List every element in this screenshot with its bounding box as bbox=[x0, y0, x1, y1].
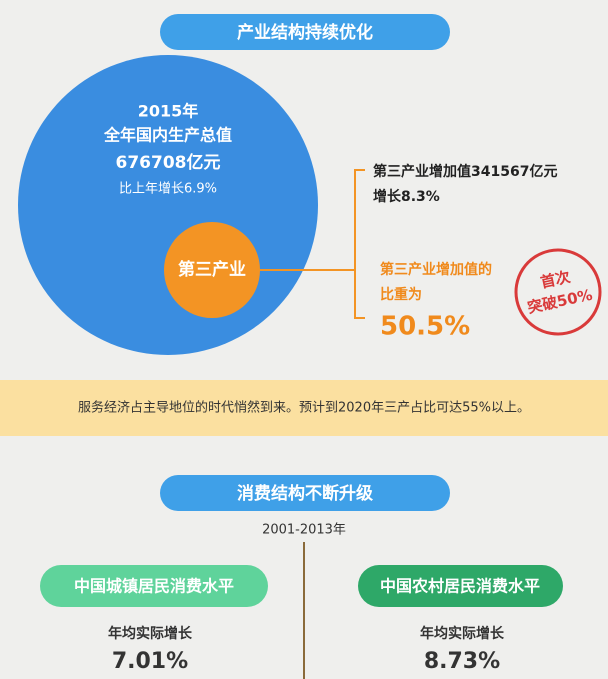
rural-label: 中国农村居民消费水平 bbox=[380, 577, 540, 596]
urban-pill bbox=[40, 565, 268, 607]
stamp-text: 首次 bbox=[539, 268, 572, 292]
urban-label: 中国城镇居民消费水平 bbox=[74, 577, 234, 596]
rural-sub: 年均实际增长 bbox=[420, 625, 505, 642]
share-label: 第三产业增加值的 bbox=[380, 261, 492, 278]
tertiary-label: 第三产业 bbox=[178, 259, 246, 280]
rural-value: 8.73% bbox=[424, 649, 500, 674]
share-label: 比重为 bbox=[380, 286, 422, 303]
tertiary-circle bbox=[164, 222, 260, 318]
added-value: 第三产业增加值341567亿元 bbox=[373, 163, 557, 180]
gdp-value: 676708亿元 bbox=[116, 152, 221, 173]
added-growth: 增长8.3% bbox=[373, 188, 440, 205]
section-title: 消费结构不断升级 bbox=[237, 483, 373, 504]
gdp-growth: 比上年增长6.9% bbox=[119, 182, 217, 197]
period: 2001-2013年 bbox=[262, 523, 346, 538]
stamp-ring bbox=[514, 248, 602, 336]
urban-sub: 年均实际增长 bbox=[108, 625, 193, 642]
gdp-year: 2015年 bbox=[138, 102, 199, 121]
bracket bbox=[354, 169, 365, 319]
note-band bbox=[0, 380, 608, 436]
section-title: 产业结构持续优化 bbox=[237, 22, 373, 43]
rural-pill bbox=[358, 565, 563, 607]
note: 服务经济占主导地位的时代悄然到来。预计到2020年三产占比可达55%以上。 bbox=[78, 400, 530, 416]
gdp-circle bbox=[18, 55, 318, 355]
section-pill bbox=[160, 475, 450, 511]
gdp-label: 全年国内生产总值 bbox=[103, 126, 232, 145]
urban-value: 7.01% bbox=[112, 649, 188, 674]
share-value: 50.5% bbox=[380, 312, 470, 342]
section-pill bbox=[160, 14, 450, 50]
